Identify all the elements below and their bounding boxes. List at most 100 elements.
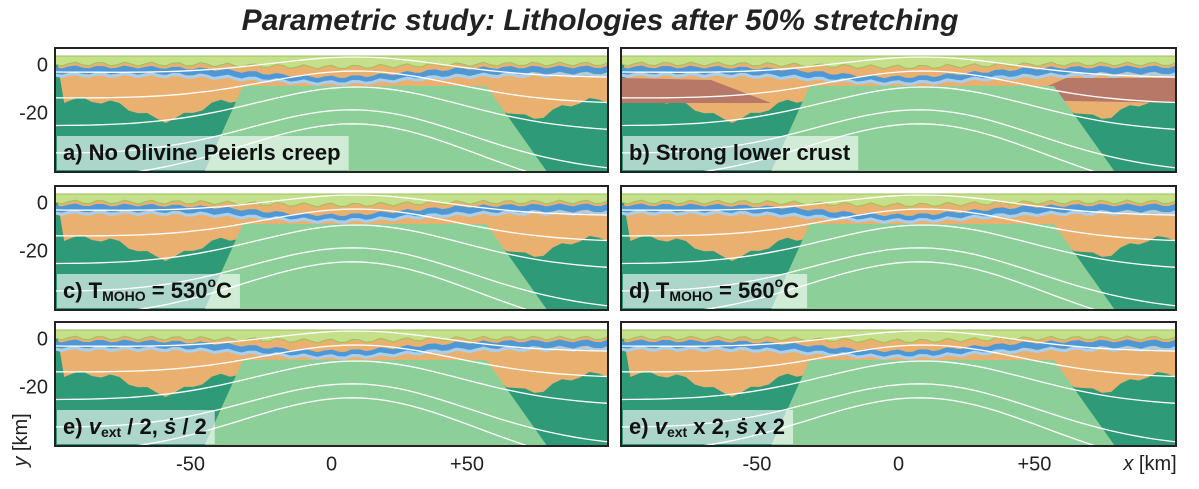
x-tick-label: 0 <box>893 453 904 475</box>
label-part: o <box>775 274 784 290</box>
label-part: = 530 <box>146 278 208 303</box>
label-part: c) T <box>63 278 103 303</box>
sky <box>621 48 1176 58</box>
y-label-var: y <box>10 456 32 469</box>
isotherm <box>621 56 1176 78</box>
isotherm <box>55 194 608 216</box>
y-tick-label: 0 <box>37 328 48 350</box>
label-part: b) Strong lower crust <box>629 140 851 165</box>
isotherm <box>621 194 1176 216</box>
label-box <box>57 136 349 170</box>
label-part: MOHO <box>669 288 713 304</box>
isotherm <box>621 86 1176 130</box>
upper-crust-band <box>621 203 1176 223</box>
x-tick-label: +50 <box>1018 453 1052 475</box>
upper-crust-band <box>621 345 1176 360</box>
sky <box>55 48 608 58</box>
label-part: x 2 <box>748 414 785 439</box>
isotherm <box>695 397 1098 446</box>
isotherm <box>621 344 1176 378</box>
label-part: C <box>216 278 232 303</box>
label-part: C <box>783 278 799 303</box>
model-panel: e) vext x 2, ṡ x 2 <box>620 321 1177 447</box>
upper-crust-band <box>621 209 1176 224</box>
panel-layers <box>621 186 1176 310</box>
panel-label: e) vext x 2, ṡ x 2 <box>629 414 785 440</box>
upper-crust-band <box>621 339 1176 359</box>
isotherm <box>621 208 1176 242</box>
panel-frame <box>620 185 1177 311</box>
sediments <box>621 55 1176 70</box>
label-box <box>623 136 859 170</box>
sky <box>621 186 1176 196</box>
isotherm <box>55 56 608 78</box>
model-panel: b) Strong lower crust <box>620 47 1177 173</box>
mantle-dome <box>770 360 1115 446</box>
mantle-dome <box>204 360 548 446</box>
label-part: ext <box>101 424 122 440</box>
label-part: ext <box>667 424 688 440</box>
label-part: v <box>655 414 669 439</box>
upper-crust-band <box>621 65 1176 85</box>
sky <box>621 322 1176 332</box>
y-label-unit: [km] <box>10 413 32 456</box>
isotherm <box>129 261 531 310</box>
x-label-var: x <box>1122 453 1134 475</box>
upper-crust-band <box>55 345 608 360</box>
panel-frame <box>620 47 1177 173</box>
isotherm <box>55 70 608 104</box>
isotherm <box>695 123 1098 172</box>
upper-crust-band <box>55 71 608 86</box>
y-axis-label: y [km] <box>10 413 32 468</box>
label-box <box>623 410 794 444</box>
figure-title: Parametric study: Lithologies after 50% … <box>242 4 959 37</box>
label-part: / 2 <box>176 414 207 439</box>
label-part: = 560 <box>713 278 775 303</box>
isotherm <box>55 344 608 378</box>
mantle-dome <box>204 224 548 310</box>
isotherm <box>55 224 608 268</box>
label-part: MOHO <box>102 288 146 304</box>
label-part: ṡ <box>164 414 176 439</box>
sediments <box>55 193 608 208</box>
panel-label: c) TMOHO = 530oC <box>63 274 232 304</box>
y-tick-label: -20 <box>19 240 48 262</box>
upper-crust-band <box>621 71 1176 86</box>
x-tick-label: +50 <box>450 453 484 475</box>
panel-label: b) Strong lower crust <box>629 140 851 165</box>
isotherm <box>621 330 1176 352</box>
panel-label: d) TMOHO = 560oC <box>629 274 799 304</box>
sediments <box>621 329 1176 344</box>
y-tick-label: -20 <box>19 376 48 398</box>
sediments <box>621 193 1176 208</box>
label-box <box>623 274 808 308</box>
panel-frame <box>54 185 609 311</box>
x-tick-label: 0 <box>326 453 337 475</box>
isotherm <box>129 397 531 446</box>
label-part: e) <box>629 414 655 439</box>
x-axis-label: x [km] <box>1122 453 1176 475</box>
label-box <box>57 274 240 308</box>
label-part: o <box>207 274 216 290</box>
isotherm <box>621 70 1176 104</box>
panel-label: a) No Olivine Peierls creep <box>63 140 341 165</box>
upper-crust-band <box>55 203 608 223</box>
label-part: e) <box>63 414 89 439</box>
panel-label: e) vext / 2, ṡ / 2 <box>63 414 207 440</box>
x-tick-label: -50 <box>176 453 205 475</box>
upper-crust-band <box>55 65 608 85</box>
isotherm <box>621 224 1176 268</box>
isotherm <box>129 123 531 172</box>
mantle-dome <box>770 224 1115 310</box>
sky <box>55 186 608 196</box>
sky <box>55 322 608 332</box>
label-part: d) T <box>629 278 670 303</box>
isotherm <box>55 208 608 242</box>
y-tick-label: 0 <box>37 192 48 214</box>
label-box <box>57 410 215 444</box>
label-part: v <box>89 414 103 439</box>
isotherm <box>55 360 608 404</box>
sediments <box>55 329 608 344</box>
y-tick-label: 0 <box>37 54 48 76</box>
model-panel: d) TMOHO = 560oC <box>620 185 1177 311</box>
